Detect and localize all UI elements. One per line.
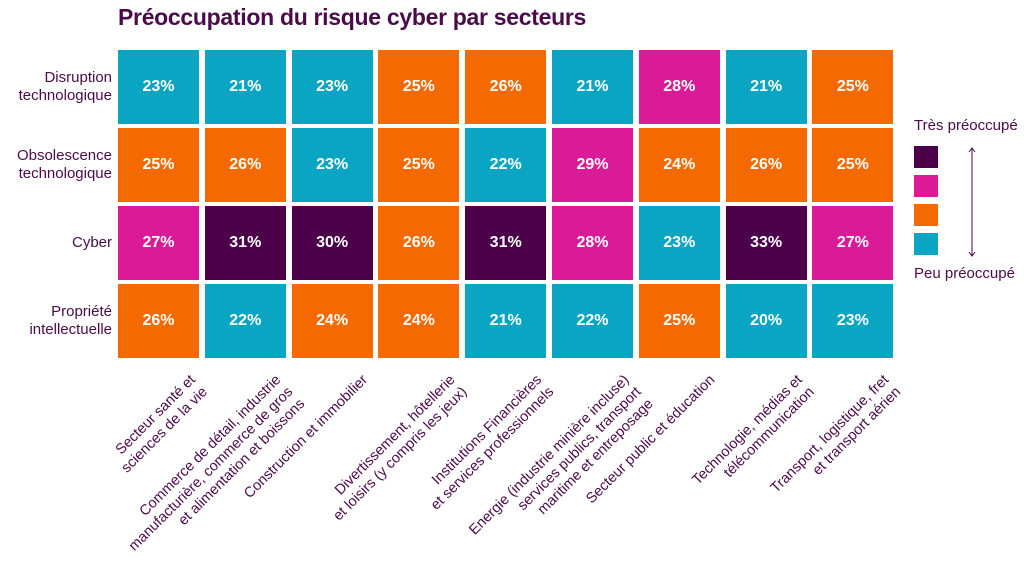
heatmap-cell: 23% (291, 50, 373, 124)
cell-value-label: 23% (836, 312, 869, 329)
cell-value-label: 25% (402, 78, 435, 95)
heatmap-cell: 21% (725, 50, 807, 124)
heatmap-cell: 23% (638, 206, 720, 280)
heatmap-cell: 21% (465, 284, 547, 358)
heatmap-cell: 22% (465, 128, 547, 202)
heatmap-cell: 25% (638, 284, 720, 358)
heatmap-cell: 33% (725, 206, 807, 280)
cell-value-label: 21% (750, 78, 783, 95)
heatmap-cell: 24% (378, 284, 460, 358)
heatmap-cell: 29% (552, 128, 633, 202)
heatmap-cell: 31% (204, 206, 286, 280)
heatmap-cell: 26% (465, 50, 547, 124)
heatmap-cell: 26% (204, 128, 286, 202)
cell-value-label: 26% (229, 156, 262, 173)
cell-value-label: 25% (402, 156, 435, 173)
legend-swatch (914, 175, 938, 197)
cell-value-label: 29% (576, 156, 609, 173)
legend-swatch (914, 204, 938, 226)
cell-value-label: 24% (316, 312, 349, 329)
heatmap-cell: 24% (291, 284, 373, 358)
cell-value-label: 31% (489, 234, 522, 251)
cell-value-label: 24% (663, 156, 696, 173)
row-label: Cyber (71, 234, 112, 251)
double-arrow-icon (968, 147, 976, 257)
legend-swatch (914, 146, 938, 168)
cell-value-label: 25% (663, 312, 696, 329)
cell-value-label: 26% (402, 234, 435, 251)
cell-value-label: 23% (142, 78, 175, 95)
heatmap-cell: 26% (725, 128, 807, 202)
heatmap-cell: 25% (378, 128, 460, 202)
cell-value-label: 30% (316, 234, 349, 251)
heatmap-cell: 23% (812, 284, 894, 358)
legend-swatch (914, 233, 938, 255)
cell-value-label: 23% (663, 234, 696, 251)
heatmap-cell: 26% (378, 206, 460, 280)
heatmap-cell: 25% (812, 50, 894, 124)
cell-value-label: 26% (750, 156, 783, 173)
heatmap-cell: 24% (638, 128, 720, 202)
heatmap-cell: 21% (204, 50, 286, 124)
cell-value-label: 25% (142, 156, 175, 173)
cell-value-label: 22% (229, 312, 262, 329)
cell-value-label: 21% (229, 78, 262, 95)
heatmap-cell: 25% (118, 128, 199, 202)
row-label: Disruption technologique (18, 69, 112, 104)
cell-value-label: 20% (750, 312, 783, 329)
heatmap-cell: 28% (638, 50, 720, 124)
heatmap-cell: 25% (378, 50, 460, 124)
chart-title: Préoccupation du risque cyber par secteu… (118, 4, 587, 30)
cell-value-label: 21% (576, 78, 609, 95)
heatmap-cell: 23% (291, 128, 373, 202)
heatmap-cell: 31% (465, 206, 547, 280)
heatmap-cell: 25% (812, 128, 894, 202)
heatmap-cell: 22% (204, 284, 286, 358)
cell-value-label: 25% (836, 78, 869, 95)
cell-value-label: 22% (576, 312, 609, 329)
heatmap-cell: 22% (552, 284, 633, 358)
heatmap-cell: 28% (552, 206, 633, 280)
cell-value-label: 25% (836, 156, 869, 173)
heatmap-cell: 20% (725, 284, 807, 358)
heatmap-cell: 26% (118, 284, 199, 358)
heatmap-cell: 30% (291, 206, 373, 280)
cell-value-label: 23% (316, 156, 349, 173)
cell-value-label: 28% (663, 78, 696, 95)
row-label: Propriété intellectuelle (29, 303, 112, 338)
cell-value-label: 27% (142, 234, 175, 251)
heatmap-cell: 27% (812, 206, 894, 280)
cell-value-label: 26% (142, 312, 175, 329)
legend-top-label: Très préoccupé (914, 117, 1018, 134)
legend-bottom-label: Peu préoccupé (914, 265, 1015, 282)
cell-value-label: 26% (489, 78, 522, 95)
cell-value-label: 28% (576, 234, 609, 251)
heatmap-cell: 23% (118, 50, 199, 124)
cell-value-label: 33% (750, 234, 783, 251)
row-label: Obsolescence technologique (16, 147, 112, 182)
cell-value-label: 31% (229, 234, 262, 251)
cell-value-label: 21% (489, 312, 522, 329)
cell-value-label: 27% (836, 234, 869, 251)
cell-value-label: 23% (316, 78, 349, 95)
cell-value-label: 22% (489, 156, 522, 173)
cell-value-label: 24% (402, 312, 435, 329)
heatmap-cell: 21% (552, 50, 633, 124)
heatmap-cell: 27% (118, 206, 199, 280)
